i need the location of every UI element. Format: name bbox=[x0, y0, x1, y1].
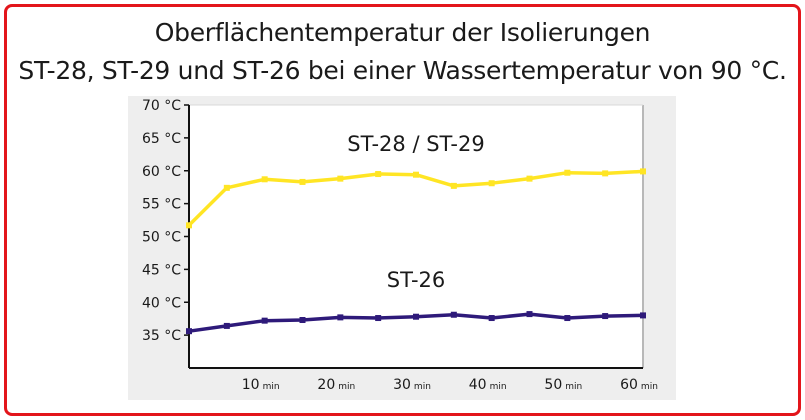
x-tick-labels: 10 min 20 min 30 min 40 min 50 min 60 min bbox=[242, 377, 658, 393]
x-tick-label: 20 min bbox=[317, 377, 355, 393]
x-tick-value: 30 bbox=[393, 377, 411, 393]
x-tick-label: 30 min bbox=[393, 377, 431, 393]
series-2-point bbox=[337, 314, 344, 321]
series-2-point bbox=[299, 317, 306, 324]
plot-area bbox=[189, 105, 644, 368]
series-label-1: ST-28 / ST-29 bbox=[347, 132, 484, 156]
series-1-point bbox=[186, 222, 192, 229]
x-tick-value: 20 bbox=[317, 377, 335, 393]
series-1-point bbox=[223, 184, 230, 191]
x-tick-value: 10 bbox=[242, 377, 260, 393]
x-tick-unit: min bbox=[263, 382, 280, 392]
series-label-2: ST-26 bbox=[387, 268, 446, 292]
x-tick-unit: min bbox=[490, 382, 507, 392]
series-1-point bbox=[375, 171, 382, 178]
y-tick-label: 55 °C bbox=[142, 197, 181, 213]
series-2-point bbox=[488, 315, 495, 322]
series-1-point bbox=[337, 175, 344, 182]
series-2-point bbox=[261, 317, 268, 324]
series-1-point bbox=[413, 171, 419, 178]
series-2-point bbox=[526, 311, 533, 318]
y-tick-label: 60 °C bbox=[142, 164, 181, 180]
series-2-point bbox=[602, 313, 609, 320]
x-tick-value: 40 bbox=[469, 377, 487, 393]
series-2-point bbox=[413, 313, 419, 320]
y-tick-label: 50 °C bbox=[142, 230, 181, 246]
y-tick-label: 35 °C bbox=[142, 328, 181, 344]
series-1-point bbox=[640, 168, 646, 175]
chart-title-line-2: ST-28, ST-29 und ST-26 bei einer Wassert… bbox=[18, 56, 787, 85]
x-tick-label: 60 min bbox=[620, 377, 658, 393]
series-1-point bbox=[488, 180, 495, 187]
x-tick-unit: min bbox=[641, 382, 658, 392]
x-tick-value: 50 bbox=[544, 377, 562, 393]
series-1-point bbox=[526, 175, 533, 182]
y-tick-label: 65 °C bbox=[142, 131, 181, 147]
series-1-point bbox=[450, 182, 457, 189]
chart-title-line-1: Oberflächentemperatur der Isolierungen bbox=[154, 18, 651, 47]
series-2-point bbox=[564, 315, 571, 322]
y-tick-labels: 70 °C 65 °C 60 °C 55 °C 50 °C 45 °C 40 °C 35 °C bbox=[142, 98, 189, 344]
x-tick-unit: min bbox=[565, 382, 582, 392]
series-1-point bbox=[564, 169, 571, 176]
series-2-point bbox=[186, 328, 192, 335]
x-tick-unit: min bbox=[338, 382, 355, 392]
x-tick-label: 40 min bbox=[469, 377, 507, 393]
series-1-point bbox=[299, 178, 306, 185]
x-tick-label: 10 min bbox=[242, 377, 280, 393]
series-1-point bbox=[602, 170, 609, 177]
y-tick-label: 40 °C bbox=[142, 295, 181, 311]
series-2-point bbox=[223, 322, 230, 329]
series-2-point bbox=[640, 312, 646, 319]
y-tick-label: 45 °C bbox=[142, 262, 181, 278]
series-2-point bbox=[375, 315, 382, 322]
x-tick-label: 50 min bbox=[544, 377, 582, 393]
x-tick-unit: min bbox=[414, 382, 431, 392]
series-1-point bbox=[261, 176, 268, 183]
y-tick-label: 70 °C bbox=[142, 98, 181, 114]
x-tick-value: 60 bbox=[620, 377, 638, 393]
series-layer: ST-28 / ST-29 ST-26 bbox=[186, 132, 646, 335]
series-2-point bbox=[450, 311, 457, 318]
